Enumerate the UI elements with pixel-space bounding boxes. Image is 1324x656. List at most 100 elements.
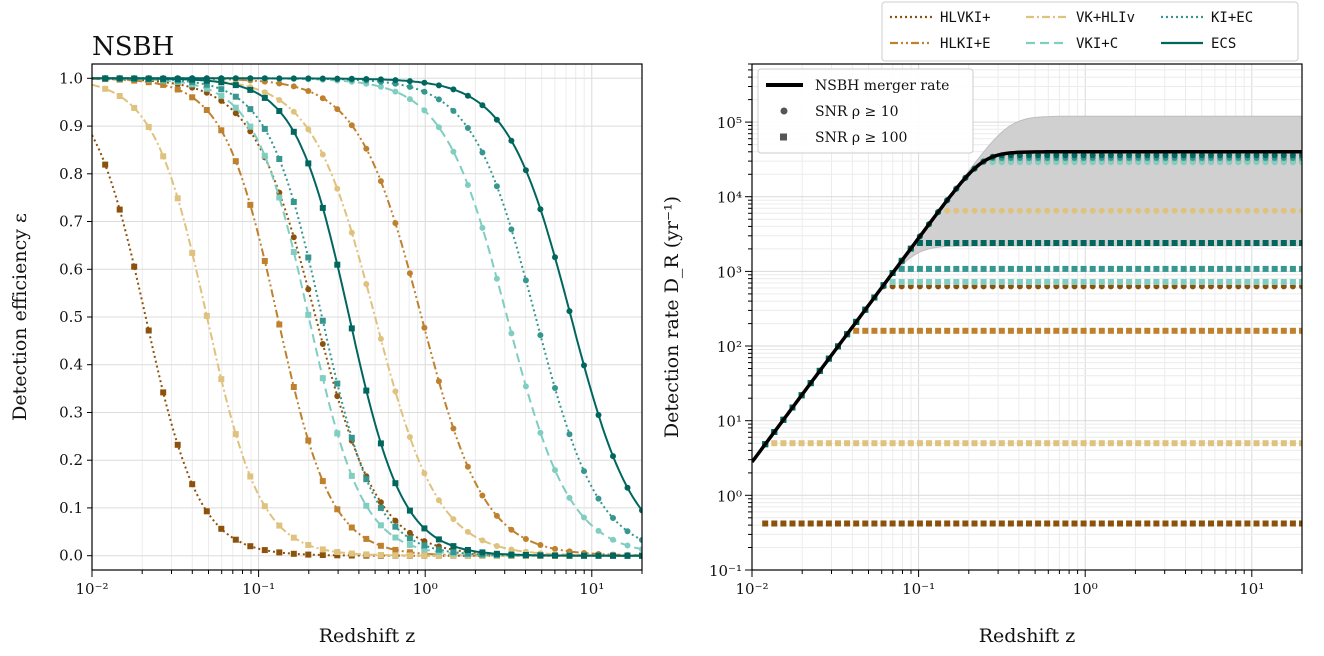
VK+HLIv-snr10-point <box>261 89 268 96</box>
VKI+C-snr10-rate-point <box>1026 159 1032 166</box>
ECS-snr10-rate-point <box>1080 152 1087 159</box>
ECS-snr100-rate-point <box>1098 240 1105 246</box>
VKI+C-snr100-rate-point <box>944 279 951 285</box>
VKI+C-snr100-point <box>348 472 355 479</box>
ECS-snr100-point <box>537 552 544 559</box>
VK+HLIv-snr100-rate-point <box>1162 440 1169 447</box>
merger-rate-line <box>752 150 1302 464</box>
y-tick-label: 10² <box>717 338 742 356</box>
ECS-snr10-point <box>639 507 642 514</box>
VK+HLIv-snr100-rate-point <box>989 440 996 447</box>
HLKI+E-snr10-point <box>363 145 370 152</box>
rate-panel: 10⁻² 10⁻¹ 10⁰ 10¹10⁻¹10⁰10¹10²10³10⁴10⁵Reds… <box>661 63 1303 647</box>
HLVKI+-snr100-rate-point <box>1253 520 1260 527</box>
efficiency-ticks: 10⁻² 10⁻¹ 10⁰ 10¹ 0.0 0.1 0.2 0.3 0.4 0.5 0.6 0.7 0.… <box>59 69 643 598</box>
VKI+C-snr100-point <box>261 152 268 159</box>
VK+HLIv-snr100-rate-point <box>1071 440 1078 447</box>
VKI+C-snr100-rate-point <box>926 279 932 285</box>
VKI+C-snr10-point <box>522 383 529 390</box>
ECS-snr10-rate-point <box>1062 152 1069 159</box>
VKI+C-snr100-rate-point <box>1044 279 1051 285</box>
ECS-snr10-rate-point <box>1226 152 1233 159</box>
HLKI+E-snr10-point <box>334 106 341 113</box>
VKI+C-snr10-rate-point <box>1198 159 1205 166</box>
ECS-snr100-point <box>348 325 355 332</box>
y-tick-label: 10⁵ <box>717 114 742 132</box>
HLKI+E-snr100-rate-point <box>1208 327 1214 334</box>
VKI+C-snr100-rate-point <box>1035 279 1042 285</box>
HLKI+E-snr10-point <box>421 324 428 331</box>
rate-frame <box>751 63 1303 571</box>
ECS-snr100-rate-point <box>1180 240 1187 246</box>
HLKI+E-snr100-point <box>290 384 297 390</box>
HLVKI+-snr100-point <box>102 161 109 168</box>
KI+EC-snr100-point <box>464 550 471 557</box>
rate-legend-label: NSBH merger rate <box>815 78 949 94</box>
KI+EC-snr100-rate-point <box>1107 265 1114 272</box>
HLVKI+-snr100-rate-point <box>1289 520 1296 527</box>
ECS-snr100-point <box>290 128 297 135</box>
KI+EC-snr100-rate-point <box>898 265 905 272</box>
VKI+C-snr100-rate-point <box>1117 279 1123 285</box>
ECS-snr100-rate-point <box>926 240 932 246</box>
VK+HLIv-snr10-rate-point <box>989 207 996 214</box>
VKI+C-snr10-point <box>406 96 413 103</box>
KI+EC-snr100-point <box>450 549 457 556</box>
HLKI+E-snr100-point <box>406 549 413 556</box>
ECS-snr100-rate-point <box>1071 240 1078 246</box>
HLKI+E-snr10-point <box>508 526 515 533</box>
rate-curves <box>752 115 1302 527</box>
HLVKI+-snr100-rate-point <box>1217 520 1224 527</box>
ECS-snr10-rate-point <box>1189 152 1196 159</box>
VK+HLIv-snr100-rate-point <box>1217 440 1224 447</box>
VKI+C-snr10-rate-point <box>1208 159 1214 166</box>
ECS-snr10-rate-point <box>1089 152 1096 159</box>
VKI+C-snr100-point <box>334 430 341 437</box>
HLVKI+-snr100-rate-point <box>762 520 769 527</box>
VK+HLIv-snr100-rate-point <box>971 440 978 447</box>
HLVKI+-snr100-rate-point <box>898 520 905 527</box>
ECS-snr100-point <box>421 525 428 532</box>
HLKI+E-snr10-point <box>552 545 558 552</box>
VK+HLIv-snr10-rate-point <box>1198 207 1205 214</box>
VKI+C-snr100-rate-point <box>1244 279 1251 285</box>
ECS-snr100-point <box>131 75 138 82</box>
HLKI+E-snr100-rate-point <box>1271 327 1278 334</box>
KI+EC-snr100-rate-point <box>1044 265 1051 272</box>
HLKI+E-snr100-rate-point <box>1189 327 1196 334</box>
KI+EC-snr100-rate-point <box>907 265 914 272</box>
HLKI+E-snr100-rate-point <box>1071 327 1078 334</box>
ECS-snr100-rate-point <box>1189 240 1196 246</box>
VKI+C-snr100-rate-point <box>1180 279 1187 285</box>
KI+EC-snr100-rate-point <box>1053 265 1060 272</box>
HLKI+E-snr100-rate-point <box>998 327 1005 334</box>
ECS-snr100-rate-point <box>1226 240 1233 246</box>
HLVKI+-snr100-rate-point <box>1062 520 1069 527</box>
KI+EC-snr10-point <box>421 88 428 95</box>
VKI+C-snr10-point <box>639 546 642 553</box>
VKI+C-snr100-point <box>377 522 384 529</box>
VKI+C-snr100-rate-point <box>935 279 942 285</box>
ECS-snr100-rate-point <box>1107 240 1114 246</box>
VK+HLIv-snr100-rate-point <box>807 440 814 447</box>
HLKI+E-snr100-rate-point <box>1098 327 1105 334</box>
ECS-snr100-point <box>464 547 471 553</box>
VKI+C-snr100-rate-point <box>1253 279 1260 285</box>
VKI+C-snr100-rate-point <box>998 279 1005 285</box>
VK+HLIv-snr100-point <box>290 534 297 541</box>
VK+HLIv-snr10-rate-point <box>1062 207 1069 214</box>
VKI+C-snr10-rate-point <box>1253 159 1260 166</box>
ECS-snr100-rate-point <box>1162 240 1169 246</box>
VK+HLIv-snr100-rate-point <box>871 440 878 447</box>
HLKI+E-snr10-point <box>392 220 399 227</box>
KI+EC-snr100-rate-point <box>916 265 923 272</box>
KI+EC-snr100-rate-point <box>1035 265 1042 272</box>
ECS-snr100-rate-point <box>1080 240 1087 246</box>
ECS-snr100-point <box>319 204 326 211</box>
VK+HLIv-snr10-rate-point <box>1044 207 1051 214</box>
HLKI+E-snr100-rate-point <box>889 327 896 334</box>
ECS-snr100-point <box>363 387 370 394</box>
VKI+C-snr10-rate-point <box>1135 159 1142 166</box>
